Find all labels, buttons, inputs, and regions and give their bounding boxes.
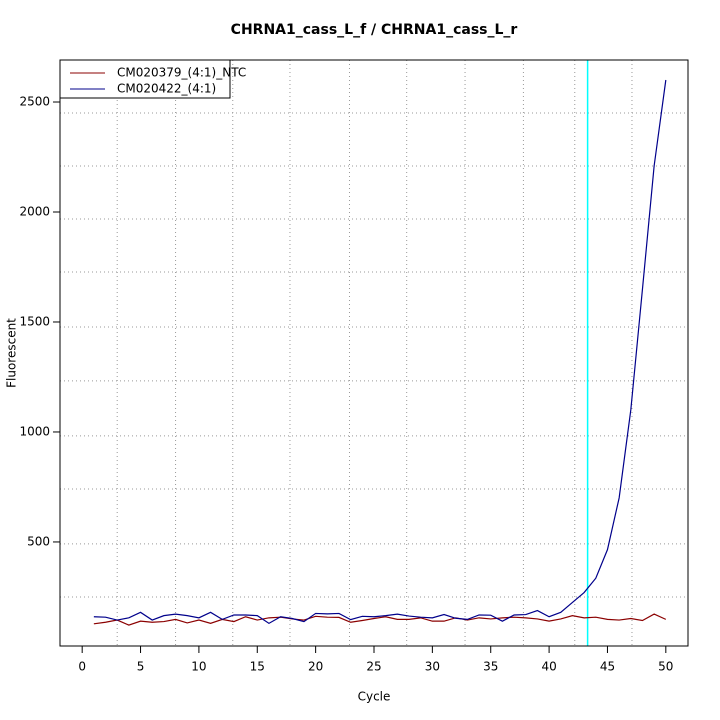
legend-box xyxy=(59,59,231,99)
y-axis-label: Fluorescent xyxy=(5,318,19,388)
y-tick-label: 1000 xyxy=(19,424,50,438)
legend-label: CM020422_(4:1) xyxy=(117,82,216,96)
x-tick-label: 45 xyxy=(600,660,615,674)
y-tick-label: 2000 xyxy=(19,204,50,218)
x-tick-label: 25 xyxy=(366,660,381,674)
x-tick-label: 30 xyxy=(425,660,440,674)
x-tick-label: 20 xyxy=(308,660,323,674)
plot-frame xyxy=(59,59,689,647)
y-tick-label: 500 xyxy=(27,534,50,548)
series-line xyxy=(93,79,667,625)
x-tick-label: 15 xyxy=(250,660,265,674)
legend-label: CM020379_(4:1)_NTC xyxy=(117,66,246,80)
chart-title: CHRNA1_cass_L_f / CHRNA1_cass_L_r xyxy=(231,22,518,38)
x-tick-label: 0 xyxy=(78,660,86,674)
x-tick-label: 10 xyxy=(191,660,206,674)
x-axis-label: Cycle xyxy=(358,690,391,704)
series-line xyxy=(93,613,667,626)
x-tick-label: 50 xyxy=(658,660,673,674)
y-tick-label: 2500 xyxy=(19,95,50,109)
x-tick-label: 40 xyxy=(541,660,556,674)
x-tick-label: 35 xyxy=(483,660,498,674)
x-tick-label: 5 xyxy=(137,660,145,674)
y-tick-label: 1500 xyxy=(19,314,50,328)
